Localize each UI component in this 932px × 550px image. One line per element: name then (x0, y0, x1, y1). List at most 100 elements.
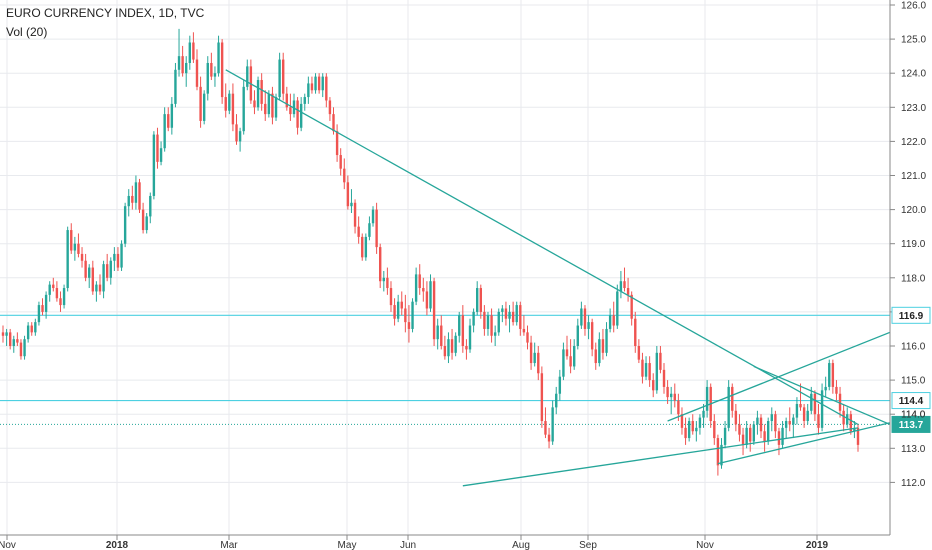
horizontal-levels[interactable] (0, 314, 890, 402)
candle-body (414, 274, 418, 302)
candle-body (788, 421, 791, 425)
candle-body (749, 427, 752, 442)
candle-body (432, 281, 436, 340)
wedge-upper-line[interactable] (753, 365, 891, 426)
candle-body (404, 308, 407, 323)
candle-body (389, 288, 393, 306)
candle-body (328, 100, 332, 115)
candle-body (831, 363, 835, 387)
candle-body (652, 380, 655, 391)
candle-body (282, 59, 285, 94)
candle-body (246, 66, 249, 87)
candle-body (220, 42, 224, 98)
candle-body (601, 339, 605, 353)
candle-body (619, 281, 623, 292)
candle-body (314, 76, 317, 91)
volume-indicator-label[interactable]: Vol (20) (6, 25, 48, 39)
candle-body (684, 427, 687, 439)
candle-body (594, 349, 597, 364)
candle-body (562, 349, 565, 377)
candle-body (343, 168, 346, 183)
candle-body (210, 62, 213, 77)
candle-body (48, 284, 51, 295)
candle-body (271, 93, 274, 118)
candle-body (202, 93, 206, 121)
candle-body (637, 346, 641, 360)
candle-body (655, 352, 659, 391)
candle-body (511, 311, 515, 323)
candle-body (763, 431, 766, 442)
x-tick-label: May (338, 540, 357, 550)
level-badge-114-4: 114.4 (899, 396, 924, 407)
candle-body (411, 301, 414, 329)
candle-body (472, 311, 475, 326)
candle-body (267, 93, 271, 115)
candle-body (529, 342, 533, 364)
candle-body (357, 226, 360, 237)
candle-body (134, 182, 138, 203)
candle-body (88, 267, 91, 278)
candle-body (795, 403, 799, 418)
candle-body (418, 274, 421, 289)
candle-body (379, 247, 382, 282)
candle-body (598, 339, 601, 364)
candle-body (145, 216, 148, 231)
candle-body (483, 311, 486, 329)
candle-body (26, 325, 30, 340)
candle-body (583, 308, 587, 329)
candle-body (540, 373, 544, 422)
candle-body (450, 339, 454, 353)
trendlines[interactable] (225, 69, 891, 487)
price-badge-current-box (891, 415, 931, 433)
y-tick-label: 124.0 (901, 69, 926, 80)
candle-body (264, 103, 267, 115)
lower-channel-line[interactable] (462, 427, 859, 487)
candle-body (590, 322, 594, 350)
candle-body (199, 86, 202, 121)
candle-body (91, 267, 95, 292)
x-tick-label: Mar (220, 540, 238, 550)
x-tick-label: Nov (696, 540, 714, 550)
x-tick-label: Nov (0, 540, 16, 550)
candle-body (838, 393, 842, 411)
descending-trendline[interactable] (225, 69, 859, 425)
candle-body (192, 42, 195, 60)
candle-body (256, 80, 260, 108)
candle-body (576, 325, 579, 346)
candle-body (461, 315, 465, 346)
x-tick-label: 2019 (806, 540, 829, 550)
candle-body (849, 414, 853, 432)
level-badge-114-4-box (891, 392, 931, 410)
candle-body (238, 131, 242, 142)
candle-body (59, 298, 62, 306)
candle-body (508, 311, 511, 319)
candle-body (458, 315, 461, 336)
candle-body (30, 325, 33, 333)
candle-body (784, 421, 788, 428)
candle-body (723, 427, 727, 445)
candle-body (612, 315, 615, 326)
y-tick-label: 113.0 (901, 444, 926, 455)
candle-body (817, 414, 820, 428)
wedge-lower-line[interactable] (717, 422, 891, 465)
candle-body (846, 414, 849, 425)
candle-body (759, 417, 763, 432)
candle-body (752, 424, 756, 442)
candle-body (666, 386, 669, 398)
candle-body (547, 434, 551, 442)
candle-body (741, 434, 745, 445)
candle-body (745, 427, 748, 445)
candle-body (181, 56, 184, 74)
candle-body (228, 93, 231, 111)
candle-body (400, 301, 403, 309)
candle-body (224, 97, 227, 111)
y-tick-label: 119.0 (901, 239, 926, 250)
candle-body (616, 291, 619, 326)
y-tick-label: 122.0 (901, 137, 926, 148)
candle-body (572, 346, 576, 367)
candle-body (109, 260, 112, 278)
candle-body (278, 59, 281, 98)
candle-body (555, 393, 558, 408)
candle-body (5, 332, 8, 336)
